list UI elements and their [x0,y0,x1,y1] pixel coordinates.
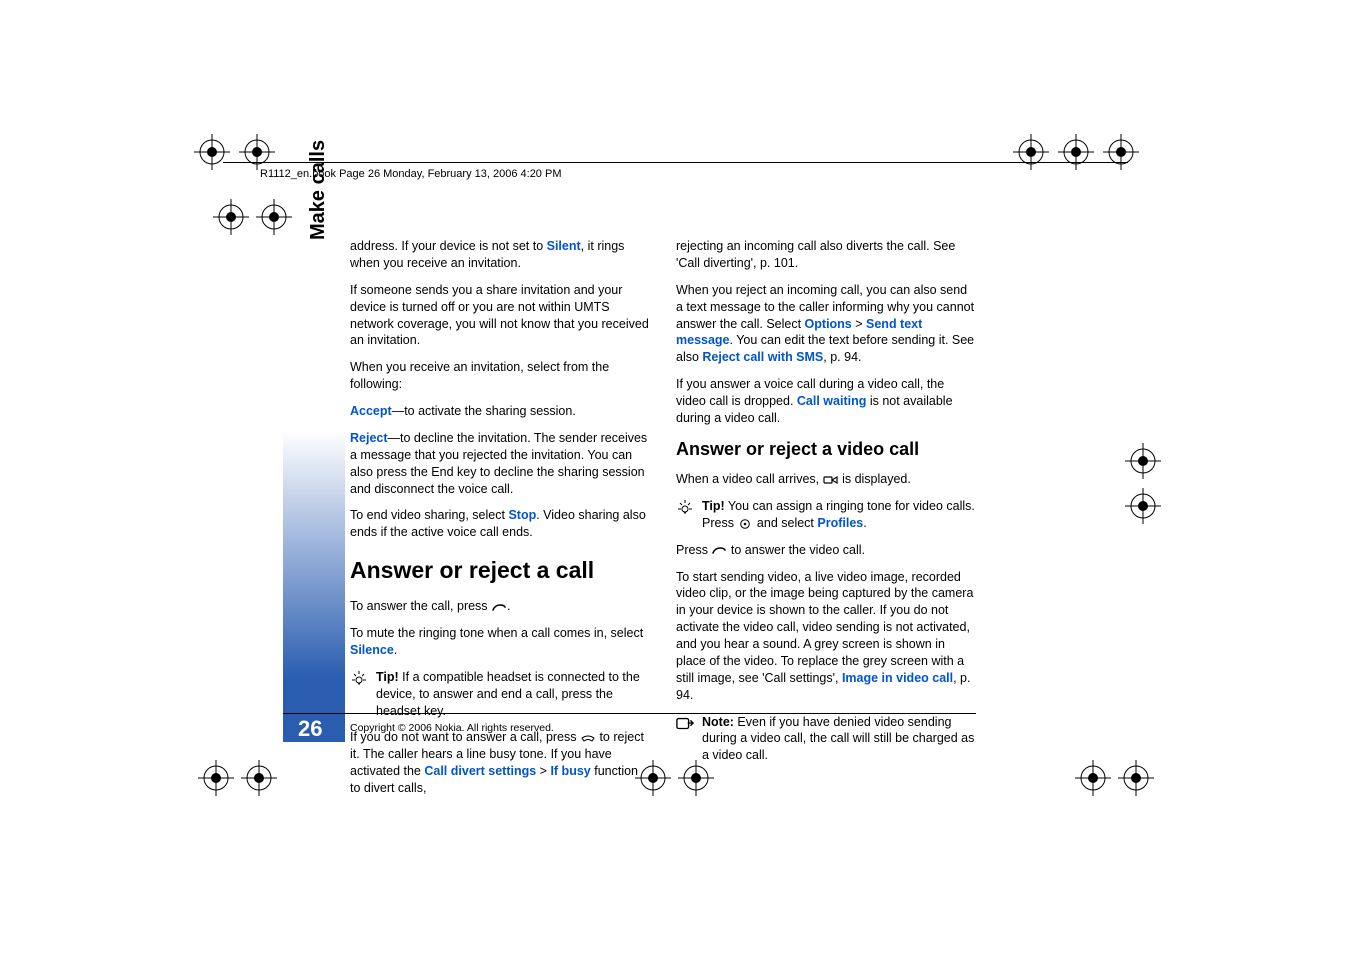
end-key-icon [580,732,596,744]
note-block: Note: Even if you have denied video send… [676,714,976,765]
body-text: To end video sharing, select Stop. Video… [350,507,650,541]
registration-mark-icon [1125,488,1161,524]
registration-mark-icon [1058,134,1094,170]
body-text: rejecting an incoming call also diverts … [676,238,976,272]
body-text: To start sending video, a live video ima… [676,569,976,704]
tip-icon [676,498,694,517]
copyright-text: Copyright © 2006 Nokia. All rights reser… [350,722,554,734]
registration-mark-icon [256,199,292,235]
link-stop: Stop [508,508,536,522]
header-rule [223,162,1128,163]
page-number-gradient [283,430,345,742]
link-reject-sms: Reject call with SMS [702,350,823,364]
registration-mark-icon [241,760,277,796]
heading-1: Answer or reject a call [350,555,650,586]
header-text: R1112_en.book Page 26 Monday, February 1… [260,168,561,180]
footer-rule [283,713,976,714]
link-call-waiting: Call waiting [797,394,866,408]
tip-text: Tip! If a compatible headset is connecte… [376,669,650,720]
link-silent: Silent [547,239,581,253]
heading-2: Answer or reject a video call [676,437,976,461]
body-text: To mute the ringing tone when a call com… [350,625,650,659]
link-reject: Reject [350,431,388,445]
link-options: Options [805,317,852,331]
body-text: To answer the call, press . [350,598,650,615]
link-call-divert: Call divert settings [424,764,536,778]
registration-mark-icon [194,134,230,170]
body-text: If you do not want to answer a call, pre… [350,729,650,797]
registration-mark-icon [1013,134,1049,170]
body-text: Reject—to decline the invitation. The se… [350,430,650,498]
registration-mark-icon [213,199,249,235]
body-text: When you reject an incoming call, you ca… [676,282,976,366]
link-silence: Silence [350,643,394,657]
note-text: Note: Even if you have denied video send… [702,714,976,765]
link-accept: Accept [350,404,392,418]
section-side-tab: Make calls [307,140,330,240]
tip-icon [350,669,368,688]
body-text: When a video call arrives, is displayed. [676,471,976,488]
right-column: rejecting an incoming call also diverts … [676,238,976,807]
page-number: 26 [298,716,322,742]
registration-mark-icon [239,134,275,170]
registration-mark-icon [1103,134,1139,170]
video-call-icon [823,474,839,486]
tip-text: Tip! You can assign a ringing tone for v… [702,498,976,532]
registration-mark-icon [198,760,234,796]
tip-block: Tip! You can assign a ringing tone for v… [676,498,976,532]
registration-mark-icon [1125,443,1161,479]
call-key-icon [491,601,507,613]
body-text: If someone sends you a share invitation … [350,282,650,350]
body-text: If you answer a voice call during a vide… [676,376,976,427]
registration-mark-icon [1118,760,1154,796]
menu-key-icon [737,518,753,530]
registration-mark-icon [1075,760,1111,796]
link-if-busy: If busy [550,764,590,778]
note-icon [676,714,694,733]
link-image-video: Image in video call [842,671,953,685]
body-text: When you receive an invitation, select f… [350,359,650,393]
call-key-icon [711,544,727,556]
body-text: address. If your device is not set to Si… [350,238,650,272]
link-profiles: Profiles [817,516,863,530]
body-text: Accept—to activate the sharing session. [350,403,650,420]
tip-block: Tip! If a compatible headset is connecte… [350,669,650,720]
body-text: Press to answer the video call. [676,542,976,559]
